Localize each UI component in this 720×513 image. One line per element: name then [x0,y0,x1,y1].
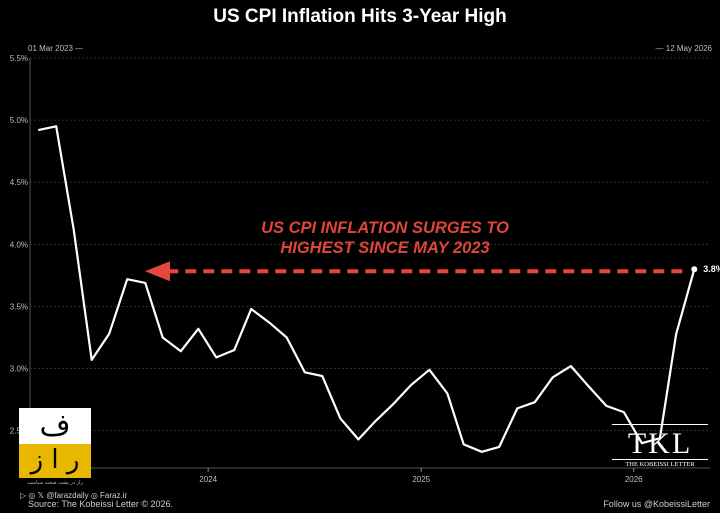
x-tick-label: 2024 [199,475,217,484]
x-tick-label: 2026 [625,475,643,484]
chart-title: US CPI Inflation Hits 3-Year High [213,6,507,27]
kobeissi-logo-mark: TKL [627,427,693,460]
x-tick-label: 2025 [412,475,430,484]
annotation-text-line: HIGHEST SINCE MAY 2023 [280,239,489,257]
kobeissi-logo: TKL THE KOBEISSI LETTER [612,424,708,469]
cpi-series-line [37,125,696,453]
faraz-caption: راز در پشت صحنه سیاست [27,480,83,486]
faraz-logo-glyph-top: ف [39,408,71,443]
y-tick-label: 5.0% [10,116,28,125]
y-tick-label: 3.0% [10,365,28,374]
last-value-label: 3.8% [703,264,720,274]
faraz-social-handles: ▷ ◎ 𝕏 @farazdaily ◎ Faraz.ir [20,491,128,500]
faraz-logo-bottom [19,444,91,478]
y-tick-label: 5.5% [10,54,28,63]
annotation-arrow-head [145,261,170,282]
range-start-label: 01 Mar 2023 — [28,44,84,53]
source-note: Source: The Kobeissi Letter © 2026. [28,499,174,509]
kobeissi-logo-name: THE KOBEISSI LETTER [612,459,708,468]
last-value-marker [691,266,698,273]
faraz-logo: ف ر ا ز [19,408,91,478]
range-end-label: — 12 May 2026 [655,44,712,53]
annotation-text-line: US CPI INFLATION SURGES TO [261,219,509,237]
faraz-logo-glyph-bottom: ر ا ز [30,445,80,475]
y-tick-label: 3.5% [10,302,28,311]
y-tick-label: 4.0% [10,240,28,249]
y-tick-label: 4.5% [10,178,28,187]
y-tick-label: 2.5% [10,427,28,436]
follow-note: Follow us @KobeissiLetter [603,499,710,509]
faraz-logo-top [19,408,91,444]
